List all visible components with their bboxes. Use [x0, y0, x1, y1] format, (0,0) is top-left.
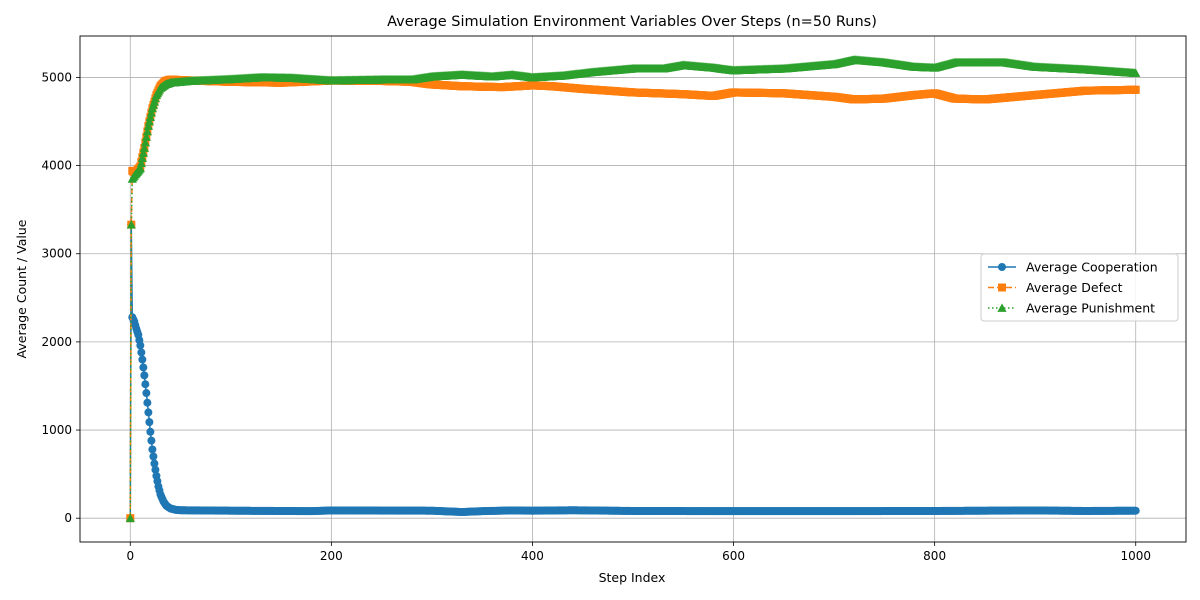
data-point — [142, 389, 151, 398]
data-point — [1131, 506, 1140, 515]
legend-marker — [998, 283, 1006, 292]
data-point — [142, 126, 152, 136]
x-tick-label: 200 — [320, 549, 343, 563]
data-point — [140, 371, 149, 380]
data-point — [125, 513, 135, 523]
legend-marker — [997, 303, 1007, 312]
data-point — [139, 363, 148, 372]
data-point — [138, 148, 148, 157]
legend-box — [980, 253, 1179, 322]
x-tick-label: 400 — [521, 549, 544, 563]
data-point — [141, 132, 151, 141]
y-tick-label: 4000 — [41, 159, 72, 173]
y-tick-label: 2000 — [41, 335, 72, 349]
legend-item: Average Punishment — [988, 301, 1155, 316]
data-point — [136, 158, 146, 168]
series-average-punishment — [125, 55, 1141, 523]
data-point — [139, 143, 149, 152]
y-tick-label: 0 — [64, 511, 72, 525]
data-point — [137, 348, 146, 357]
data-point — [145, 112, 155, 122]
chart-title: Average Simulation Environment Variables… — [387, 14, 877, 30]
series-average-cooperation — [126, 220, 1140, 523]
x-tick-label: 800 — [923, 549, 946, 563]
data-point — [144, 116, 154, 126]
data-point — [149, 452, 158, 461]
data-point — [1131, 68, 1141, 77]
y-tick-label: 3000 — [41, 247, 72, 261]
data-point — [144, 408, 153, 417]
x-tick-label: 1000 — [1120, 549, 1151, 563]
data-point — [147, 436, 156, 445]
legend: Average Cooperation Average Defect Average… — [980, 253, 1179, 322]
data-point — [146, 108, 156, 117]
data-point — [141, 380, 150, 389]
data-point — [136, 341, 145, 350]
data-point — [148, 445, 157, 454]
y-tick-label: 5000 — [41, 70, 72, 84]
data-point — [138, 355, 147, 364]
data-point — [151, 465, 160, 474]
data-point — [143, 398, 152, 407]
x-axis-label: Step Index — [599, 570, 666, 585]
data-point — [135, 163, 145, 173]
data-point — [143, 121, 153, 130]
y-axis-label: Average Count / Value — [14, 219, 29, 358]
legend-label: Average Punishment — [1026, 301, 1155, 316]
data-point — [140, 137, 150, 147]
y-tick-label: 1000 — [41, 423, 72, 437]
data-point — [146, 427, 155, 436]
legend-label: Average Cooperation — [1026, 260, 1158, 275]
ticks: 0 200 400 600 800 1000 0 1000 2000 3000 4000 5000 — [41, 70, 1151, 563]
plot-frame — [79, 35, 1187, 543]
x-tick-label: 600 — [722, 549, 745, 563]
data-point — [145, 418, 154, 427]
legend-item: Average Defect — [988, 280, 1123, 295]
data-point — [150, 459, 159, 468]
legend-label: Average Defect — [1026, 280, 1123, 295]
x-tick-label: 0 — [126, 549, 134, 563]
legend-item: Average Cooperation — [988, 260, 1158, 275]
data-point — [126, 220, 136, 229]
series-layer — [125, 55, 1141, 523]
data-point — [137, 153, 147, 163]
data-point — [1131, 85, 1140, 94]
legend-marker — [998, 263, 1006, 271]
